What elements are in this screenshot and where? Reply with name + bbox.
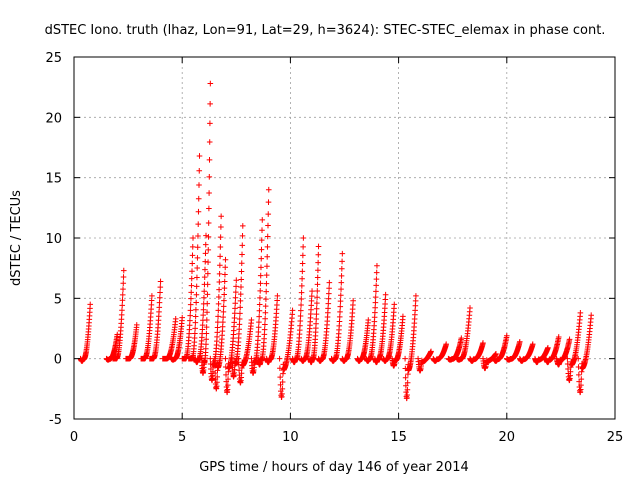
y-tick-label: 0 [54, 353, 62, 368]
y-tick-label: 5 [54, 292, 62, 307]
x-tick-label: 10 [282, 430, 299, 445]
y-tick-labels: -5 0 5 10 15 20 25 [45, 51, 62, 428]
x-tick-label: 25 [607, 430, 624, 445]
x-tick-label: 0 [70, 430, 78, 445]
y-tick-label: -5 [49, 413, 62, 428]
x-tick-label: 20 [499, 430, 516, 445]
series-markers [77, 80, 594, 402]
chart-title: dSTEC Iono. truth (lhaz, Lon=91, Lat=29,… [45, 23, 606, 38]
y-tick-label: 25 [45, 51, 62, 66]
x-tick-label: 15 [390, 430, 407, 445]
y-tick-label: 15 [45, 172, 62, 187]
x-axis-label: GPS time / hours of day 146 of year 2014 [199, 460, 469, 475]
data-points [77, 80, 594, 402]
y-tick-label: 10 [45, 232, 62, 247]
x-tick-label: 5 [178, 430, 186, 445]
axis-ticks [73, 56, 616, 420]
y-axis-label: dSTEC / TECUs [9, 190, 24, 286]
x-tick-labels: 0 5 10 15 20 25 [70, 430, 623, 445]
y-tick-label: 20 [45, 111, 62, 126]
grid [74, 57, 615, 419]
